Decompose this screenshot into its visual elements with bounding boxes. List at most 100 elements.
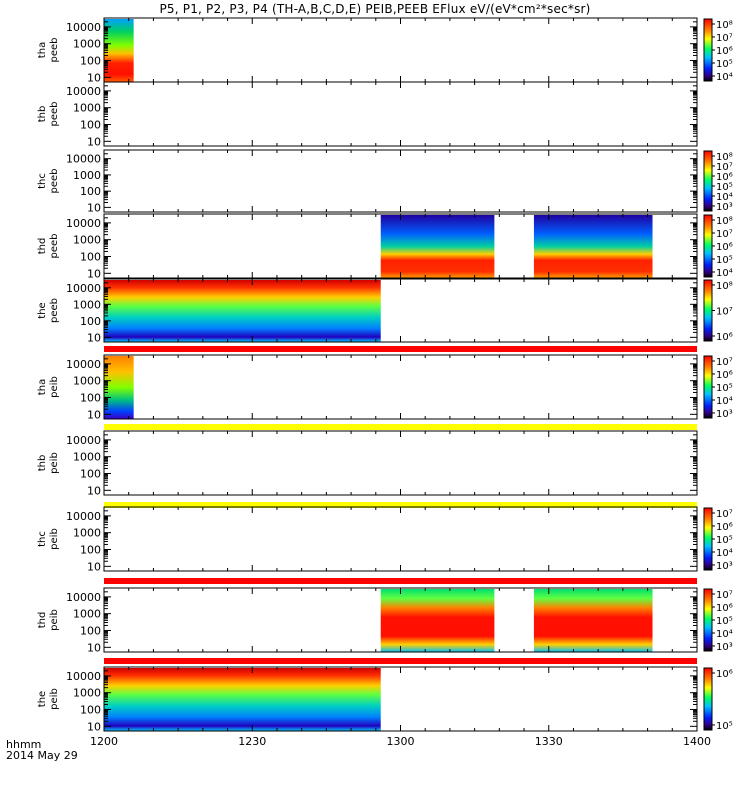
colorbar-label: 10⁴ [716, 548, 733, 559]
quality-flag-bar [104, 578, 697, 584]
colorbar-label: 10³ [716, 561, 733, 572]
panel-frame [103, 354, 698, 420]
panel-probe-label: thb [37, 455, 48, 472]
y-tick-label: 100 [80, 315, 101, 328]
colorbar-label: 10³ [716, 409, 733, 420]
y-tick-label: 1000 [73, 234, 101, 247]
panel-probe-label: the [37, 691, 48, 707]
heatmap-segment [104, 356, 134, 419]
heatmap-segment [104, 668, 381, 731]
y-tick-label: 10000 [66, 282, 101, 295]
y-tick-label: 100 [80, 468, 101, 481]
y-tick-label: 10 [87, 201, 101, 214]
colorbar-label: 10⁵ [716, 255, 733, 266]
y-tick-label: 1000 [73, 687, 101, 700]
heatmap-segment [104, 280, 381, 342]
y-tick-label: 1000 [73, 298, 101, 311]
colorbar-label: 10⁶ [716, 603, 733, 614]
y-tick-label: 1000 [73, 451, 101, 464]
y-tick-label: 100 [80, 625, 101, 638]
colorbar-label: 10⁶ [716, 669, 733, 680]
x-tick-label: 1300 [387, 735, 415, 748]
colorbar-label: 10⁵ [716, 383, 733, 394]
y-tick-label: 1000 [73, 38, 101, 51]
colorbar-label: 10⁵ [716, 182, 733, 193]
y-tick-label: 10000 [66, 670, 101, 683]
panel-product-label: peeb [49, 298, 60, 323]
y-tick-label: 10000 [66, 434, 101, 447]
panel-frame [103, 506, 698, 572]
y-tick-label: 100 [80, 392, 101, 405]
y-tick-label: 10 [87, 484, 101, 497]
colorbar-label: 10⁶ [716, 172, 733, 183]
colorbar-label: 10⁴ [716, 629, 733, 640]
panel-product-label: peeb [49, 102, 60, 127]
colorbar [703, 279, 713, 342]
colorbar-label: 10⁸ [716, 216, 733, 227]
y-tick-label: 10 [87, 641, 101, 654]
y-tick-label: 1000 [73, 169, 101, 182]
colorbar-label: 10⁶ [716, 522, 733, 533]
y-tick-label: 10 [87, 720, 101, 733]
colorbar-label: 10⁴ [716, 396, 733, 407]
y-tick-label: 10 [87, 267, 101, 280]
y-tick-label: 10000 [66, 358, 101, 371]
x-tick-label: 1230 [238, 735, 266, 748]
y-tick-label: 1000 [73, 102, 101, 115]
colorbar [703, 355, 713, 419]
y-tick-label: 100 [80, 704, 101, 717]
panel-probe-label: thc [37, 531, 48, 547]
colorbar [703, 214, 713, 278]
panel-probe-label: tha [37, 42, 48, 58]
colorbar [703, 18, 713, 82]
quality-flag-bar [104, 658, 697, 664]
panel-probe-label: tha [37, 379, 48, 395]
colorbar [703, 667, 713, 731]
y-tick-label: 1000 [73, 608, 101, 621]
colorbar-label: 10⁷ [716, 162, 733, 173]
colorbar-label: 10³ [716, 202, 733, 213]
colorbar-label: 10⁷ [716, 509, 733, 520]
panel-product-label: peib [49, 688, 60, 710]
y-tick-label: 10000 [66, 85, 101, 98]
colorbar-label: 10⁴ [716, 192, 733, 203]
colorbar [703, 507, 713, 571]
colorbar-label: 10⁶ [716, 242, 733, 253]
colorbar-label: 10⁷ [716, 357, 733, 368]
y-tick-label: 10 [87, 71, 101, 84]
y-tick-label: 1000 [73, 527, 101, 540]
colorbar-label: 10⁸ [716, 152, 733, 163]
date-label: 2014 May 29 [6, 749, 78, 762]
heatmap-segment [380, 215, 495, 278]
heatmap-segment [104, 19, 134, 82]
quality-flag-bar [104, 424, 697, 430]
colorbar-label: 10⁸ [716, 281, 733, 292]
y-tick-label: 10000 [66, 153, 101, 166]
panel-probe-label: the [37, 302, 48, 318]
colorbar [703, 588, 713, 652]
panel-product-label: peeb [49, 234, 60, 259]
colorbar-label: 10⁷ [716, 229, 733, 240]
y-tick-label: 1000 [73, 375, 101, 388]
panel-product-label: peib [49, 452, 60, 474]
plot-title: P5, P1, P2, P3, P4 (TH-A,B,C,D,E) PEIB,P… [159, 2, 591, 16]
panel-product-label: peeb [49, 38, 60, 63]
colorbar [703, 150, 713, 212]
y-tick-label: 100 [80, 544, 101, 557]
y-tick-label: 10 [87, 331, 101, 344]
panel-frame [103, 81, 698, 147]
panel-product-label: peib [49, 528, 60, 550]
x-tick-label: 1400 [683, 735, 711, 748]
colorbar-label: 10⁷ [716, 33, 733, 44]
colorbar-label: 10³ [716, 642, 733, 653]
panel-frame [103, 17, 698, 83]
panel-probe-label: thb [37, 106, 48, 123]
y-tick-label: 10 [87, 408, 101, 421]
y-tick-label: 10000 [66, 21, 101, 34]
panel-frame [103, 430, 698, 496]
colorbar-label: 10⁶ [716, 332, 733, 343]
colorbar-label: 10⁸ [716, 20, 733, 31]
y-tick-label: 100 [80, 119, 101, 132]
colorbar-label: 10⁵ [716, 616, 733, 627]
